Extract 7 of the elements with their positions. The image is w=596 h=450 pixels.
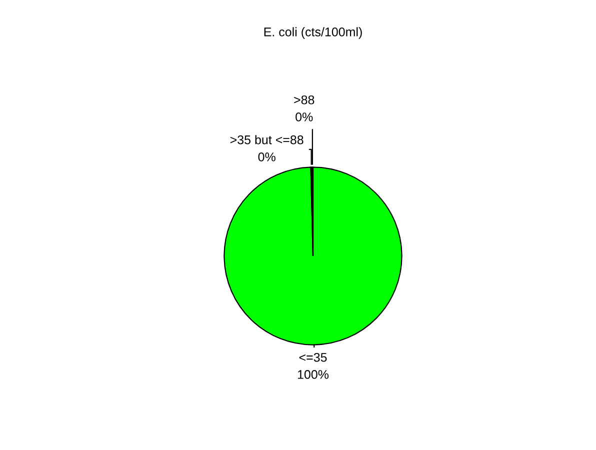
data-label: 0%	[258, 152, 276, 162]
data-label: 0%	[296, 112, 313, 122]
slice-label: <=35	[299, 352, 327, 362]
slice-label: >88	[294, 95, 314, 104]
chart-title: E. coli (cts/100ml)	[264, 27, 362, 39]
slice-label: >35 but <=88	[230, 135, 304, 144]
data-label: 100%	[298, 370, 329, 379]
